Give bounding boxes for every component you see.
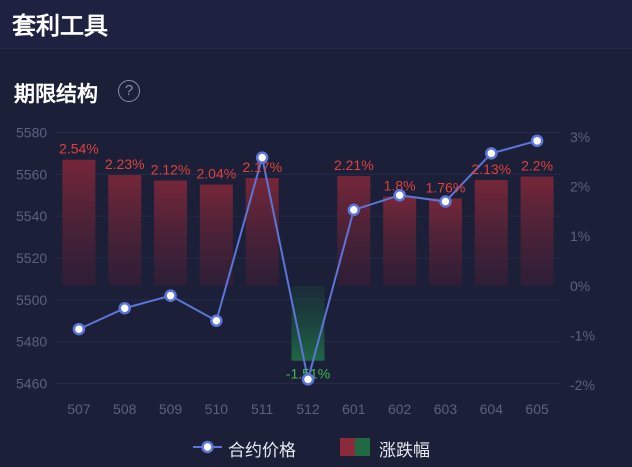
x-tick-label: 508 (113, 401, 137, 417)
x-tick-label: 604 (480, 401, 504, 417)
chart-legend: 合约价格 涨跌幅 (0, 432, 632, 461)
x-tick-label: 507 (67, 401, 91, 417)
y-left-tick-label: 5520 (16, 250, 47, 266)
y-left-tick-label: 5540 (16, 208, 47, 224)
y-left-tick-label: 5580 (16, 124, 47, 140)
legend-label-price: 合约价格 (228, 441, 296, 461)
y-right-tick-label: -2% (570, 377, 595, 393)
y-left-tick-label: 5480 (16, 334, 47, 350)
x-tick-label: 511 (251, 401, 274, 417)
bar (199, 184, 233, 286)
y-left-tick-label: 5460 (16, 376, 47, 392)
y-left-tick-label: 5560 (16, 166, 47, 182)
price-point (301, 373, 315, 386)
price-point (439, 195, 452, 208)
bar (383, 196, 417, 286)
bar (154, 180, 188, 286)
bar-data-label: 2.54% (59, 141, 99, 157)
x-tick-label: 510 (205, 401, 229, 417)
bar (520, 176, 554, 286)
x-tick-label: 605 (525, 401, 549, 417)
bar-data-label: 2.12% (151, 162, 191, 178)
line-legend-icon (193, 440, 222, 454)
x-tick-label: 509 (159, 401, 183, 417)
bar (428, 198, 462, 286)
bar-data-label: 1.8% (384, 177, 416, 193)
x-tick-label: 512 (296, 401, 320, 417)
legend-label-change: 涨跌幅 (379, 441, 430, 461)
bar-legend-icon (340, 438, 370, 456)
bar-data-label: 2.2% (521, 158, 553, 174)
y-left-tick-label: 5500 (16, 292, 47, 308)
bar-data-label: 2.17% (242, 159, 282, 175)
price-point (164, 289, 177, 302)
price-point (72, 322, 86, 336)
bar (474, 180, 508, 286)
price-point (530, 134, 544, 148)
bar (108, 175, 142, 286)
price-point (118, 301, 131, 315)
bar-data-label: 2.04% (197, 166, 237, 182)
bar-data-label: 2.23% (105, 156, 145, 172)
bar-data-label: 2.21% (334, 157, 374, 173)
legend-item-price[interactable]: 合约价格 (192, 436, 312, 461)
y-right-tick-label: 2% (570, 179, 590, 195)
y-right-tick-label: 3% (570, 129, 590, 145)
section-title: 期限结构 (14, 82, 98, 106)
app-header: 套利工具 (0, 0, 632, 49)
term-structure-chart: 5460 5480 5500 5520 5540 5560 5580 -2% -1% 0% 1% 2%… (16, 124, 595, 417)
x-tick-label: 601 (342, 401, 366, 417)
app-title: 套利工具 (12, 12, 108, 40)
x-tick-label: 603 (434, 401, 458, 417)
bar-data-label: 1.76% (426, 179, 466, 195)
price-point (485, 147, 498, 160)
bar (245, 178, 279, 286)
legend-item-change[interactable]: 涨跌幅 (339, 436, 449, 461)
bar (337, 176, 371, 286)
bar-data-label: 2.13% (471, 161, 511, 177)
bar (62, 159, 96, 286)
question-circle-icon[interactable]: ? (118, 80, 140, 102)
y-right-tick-label: 0% (570, 278, 590, 294)
price-point (347, 203, 361, 217)
price-point (393, 188, 406, 202)
price-point (255, 151, 269, 164)
y-right-tick-label: -1% (570, 327, 595, 343)
y-right-tick-label: 1% (570, 228, 590, 244)
price-point (210, 314, 223, 328)
x-tick-label: 602 (388, 401, 412, 417)
